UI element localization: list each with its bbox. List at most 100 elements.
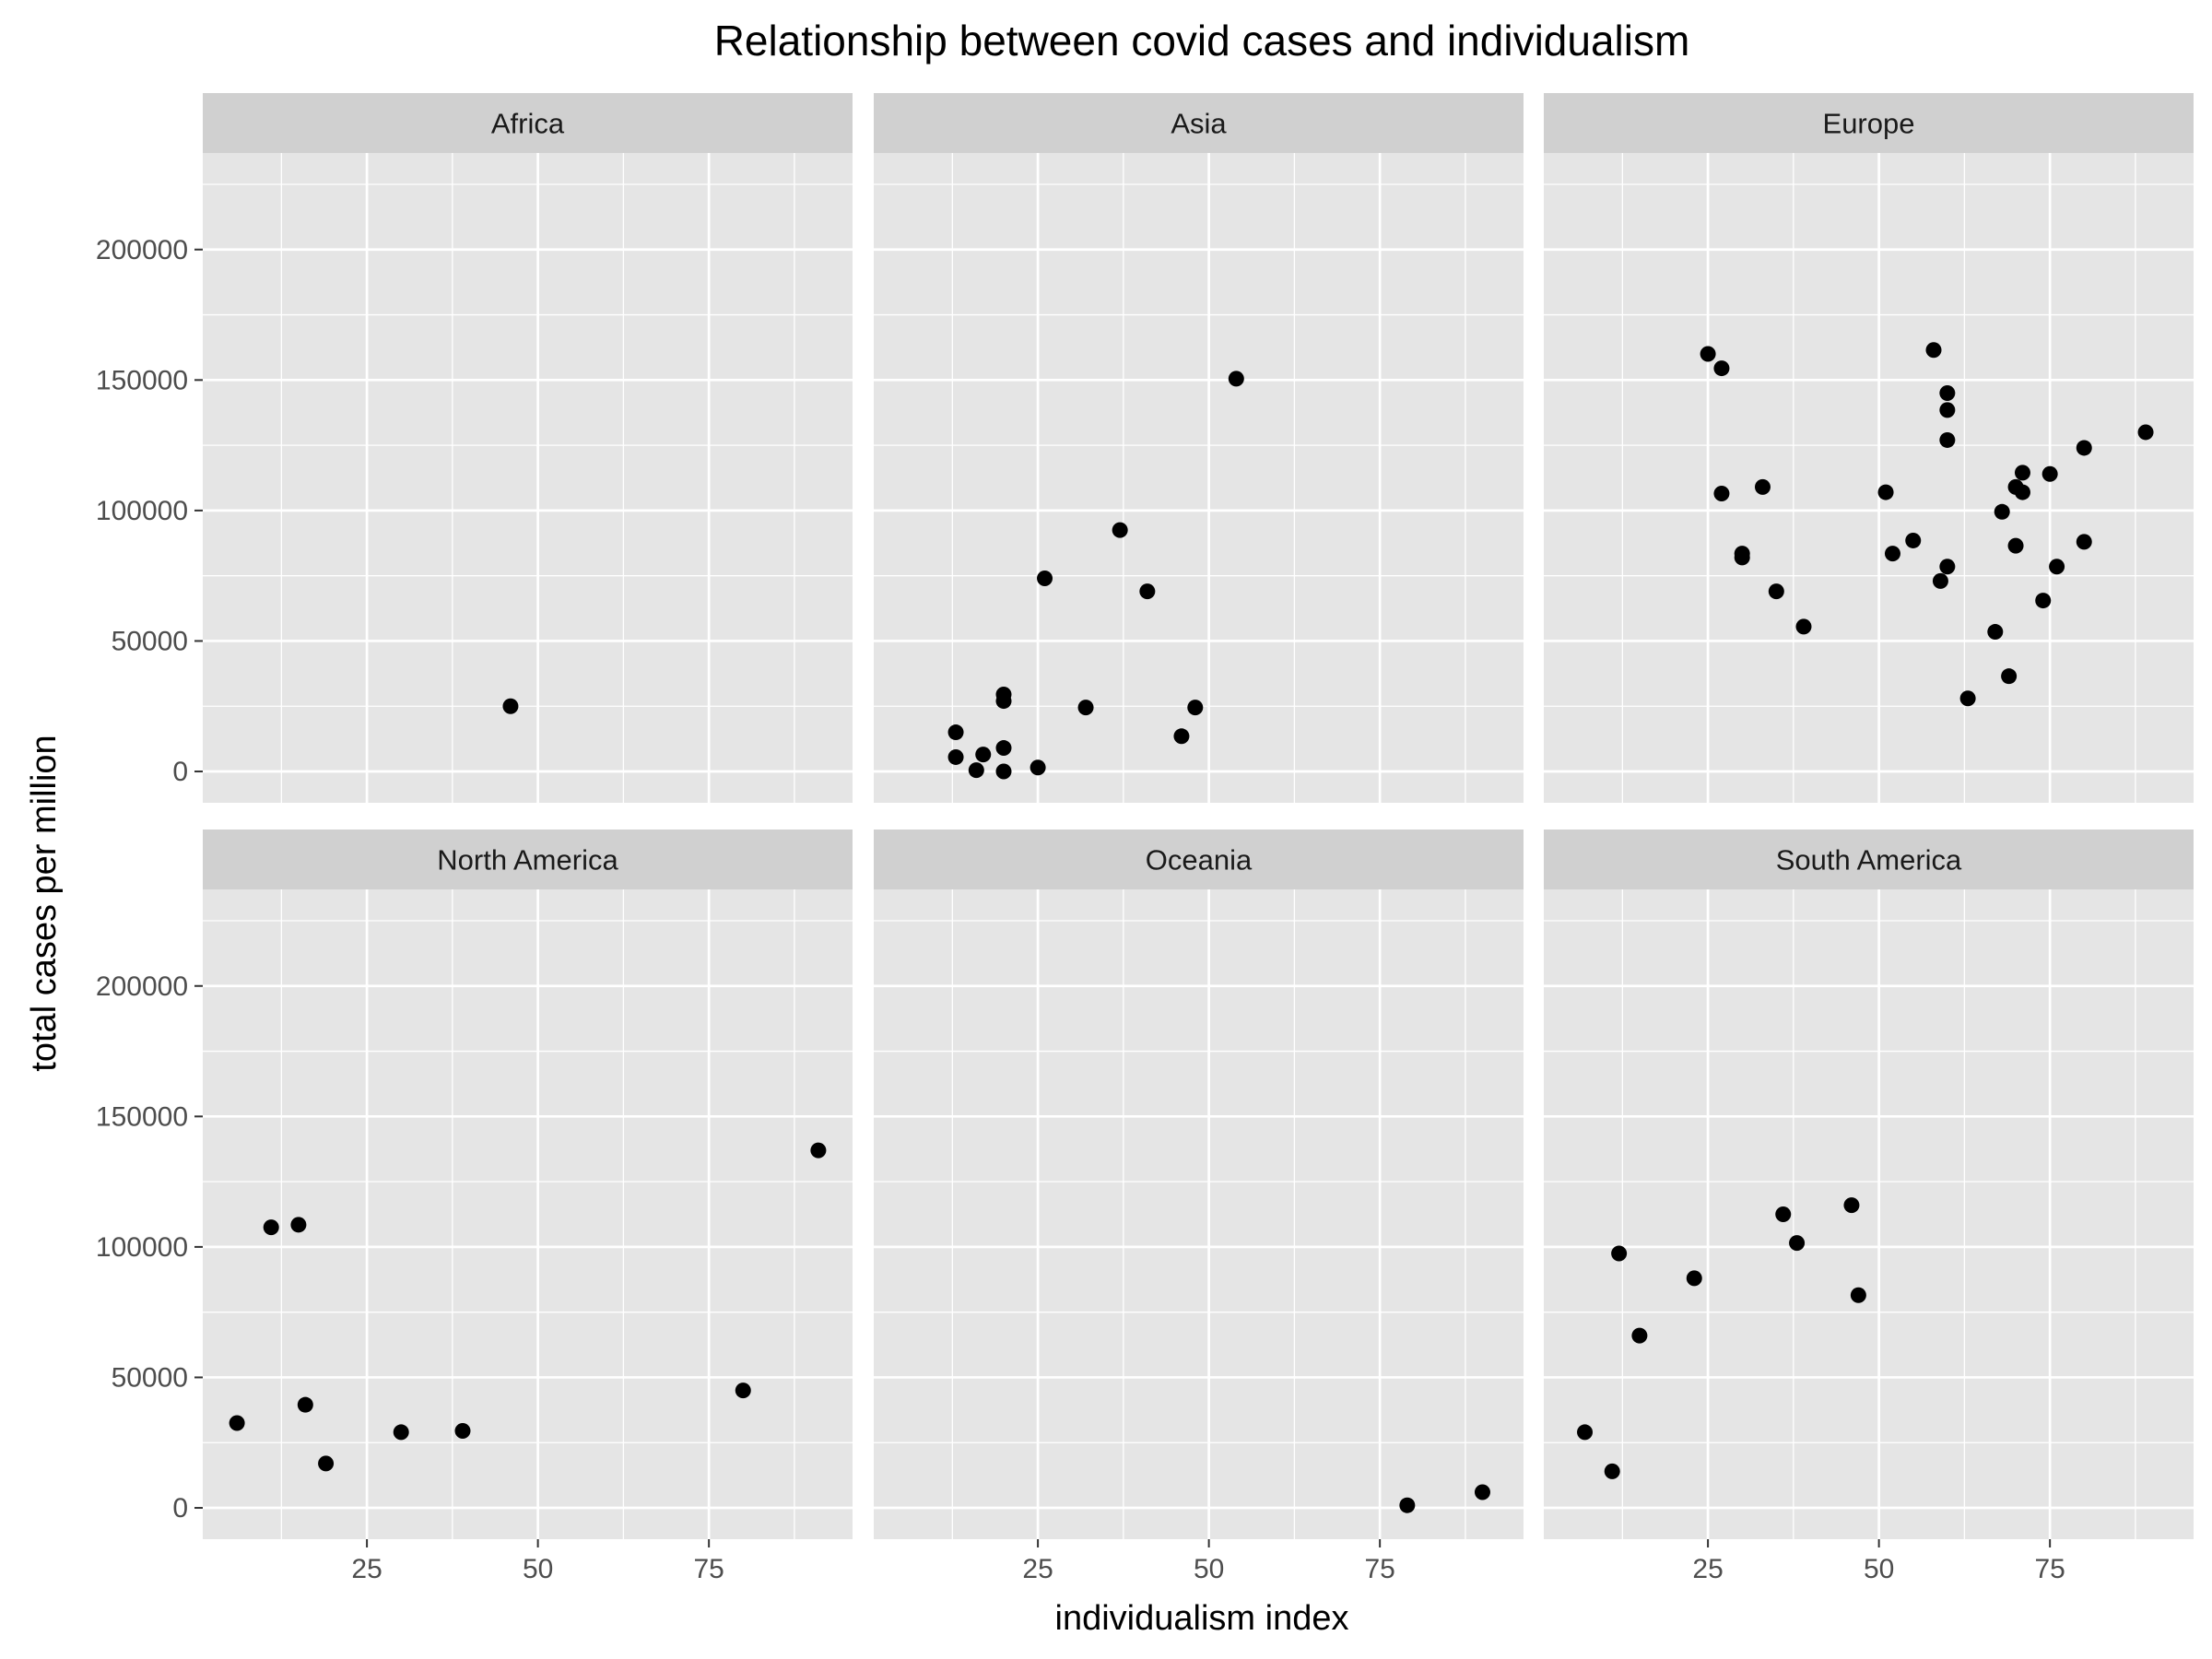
strip-label-europe: Europe (1823, 108, 1915, 140)
panel-background (203, 889, 853, 1539)
point-europe-28 (2076, 440, 2092, 456)
panel-asia: Asia (874, 93, 1524, 803)
strip-asia (874, 93, 1524, 153)
panel-background (203, 153, 853, 803)
x-tick-label: 50 (1194, 1554, 1224, 1584)
y-tick-label: 150000 (96, 1101, 188, 1132)
point-asia-6 (995, 740, 1012, 757)
point-europe-5 (1754, 478, 1771, 495)
point-south-america-2 (1611, 1245, 1628, 1262)
point-north-america-7 (735, 1382, 751, 1399)
point-asia-10 (1077, 700, 1094, 716)
point-europe-29 (2076, 534, 2092, 550)
point-europe-0 (1700, 346, 1716, 362)
panel-background (1544, 889, 2194, 1539)
y-tick-label: 150000 (96, 365, 188, 395)
strip-north-america (203, 830, 853, 889)
point-europe-16 (1939, 559, 1956, 575)
strip-oceania (874, 830, 1524, 889)
point-north-america-5 (393, 1424, 409, 1441)
x-tick-label: 75 (1364, 1554, 1394, 1584)
point-south-america-3 (1631, 1327, 1648, 1344)
point-europe-26 (2041, 465, 2058, 482)
x-tick-label: 25 (351, 1554, 382, 1584)
panel-background (1544, 153, 2194, 803)
point-asia-9 (1037, 571, 1053, 587)
strip-label-oceania: Oceania (1146, 844, 1253, 877)
strip-label-north-america: North America (437, 844, 618, 877)
point-europe-15 (1939, 431, 1956, 448)
x-tick-label: 25 (1692, 1554, 1723, 1584)
strip-label-south-america: South America (1776, 844, 1962, 877)
point-asia-15 (1228, 371, 1244, 387)
y-tick-label: 100000 (96, 496, 188, 526)
point-south-america-5 (1775, 1206, 1792, 1222)
point-europe-22 (2007, 537, 2024, 554)
y-tick-label: 100000 (96, 1232, 188, 1263)
facet-panels: Africa 0 50000 100000 150000 200000 Asia Europe… (96, 93, 2194, 1584)
point-south-america-1 (1604, 1463, 1620, 1479)
point-north-america-2 (290, 1217, 307, 1233)
point-asia-3 (975, 747, 992, 763)
point-europe-11 (1925, 342, 1942, 359)
x-tick-label: 75 (2034, 1554, 2065, 1584)
point-asia-11 (1112, 522, 1128, 538)
point-europe-8 (1877, 484, 1894, 500)
point-south-america-6 (1789, 1235, 1806, 1252)
y-tick-label: 50000 (112, 626, 188, 656)
point-north-america-1 (263, 1219, 279, 1236)
point-oceania-0 (1399, 1497, 1416, 1513)
point-europe-13 (1939, 384, 1956, 401)
panel-north-america: North America 0 50000 100000 150000 200000 25 5… (96, 830, 853, 1584)
point-europe-10 (1905, 532, 1922, 548)
x-tick-label: 50 (523, 1554, 553, 1584)
chart-title: Relationship between covid cases and ind… (714, 17, 1690, 65)
point-europe-7 (1795, 618, 1812, 635)
panel-south-america: South America 25 50 75 (1544, 830, 2194, 1584)
x-tick-label: 75 (693, 1554, 724, 1584)
point-asia-1 (947, 748, 964, 765)
point-south-america-4 (1686, 1270, 1702, 1287)
x-axis-title: individualism index (1055, 1599, 1349, 1638)
point-europe-18 (1987, 624, 2004, 641)
point-north-america-6 (454, 1423, 471, 1439)
point-africa-0 (502, 698, 519, 714)
point-europe-24 (2014, 484, 2030, 500)
y-tick-label: 200000 (96, 971, 188, 1002)
point-europe-27 (2049, 559, 2065, 575)
point-europe-30 (2137, 424, 2154, 441)
point-europe-2 (1713, 485, 1730, 501)
point-asia-2 (968, 762, 984, 779)
x-tick-label: 25 (1022, 1554, 1053, 1584)
point-europe-23 (2014, 465, 2030, 481)
point-asia-14 (1187, 700, 1204, 716)
y-tick-label: 0 (172, 1493, 188, 1524)
strip-south-america (1544, 830, 2194, 889)
point-north-america-8 (810, 1142, 827, 1159)
point-north-america-3 (297, 1396, 313, 1413)
point-north-america-4 (318, 1455, 335, 1472)
point-asia-12 (1139, 583, 1156, 600)
point-europe-1 (1713, 360, 1730, 377)
point-asia-13 (1173, 728, 1190, 745)
x-tick-label: 50 (1864, 1554, 1894, 1584)
point-north-america-0 (229, 1415, 245, 1431)
panel-europe: Europe (1544, 93, 2194, 803)
point-south-america-0 (1577, 1424, 1594, 1441)
point-south-america-7 (1843, 1197, 1860, 1214)
y-axis-title: total cases per million (25, 735, 64, 1071)
point-europe-20 (2001, 668, 2018, 685)
point-asia-5 (995, 693, 1012, 710)
strip-label-africa: Africa (491, 108, 565, 140)
point-asia-0 (947, 724, 964, 741)
point-asia-7 (995, 763, 1012, 780)
point-europe-12 (1932, 572, 1948, 589)
strip-label-asia: Asia (1171, 108, 1227, 140)
y-tick-label: 200000 (96, 235, 188, 265)
point-europe-6 (1768, 583, 1784, 600)
point-europe-9 (1884, 546, 1900, 562)
point-europe-25 (2035, 593, 2052, 609)
panel-africa: Africa 0 50000 100000 150000 200000 (96, 93, 853, 803)
point-europe-4 (1734, 549, 1750, 566)
strip-africa (203, 93, 853, 153)
